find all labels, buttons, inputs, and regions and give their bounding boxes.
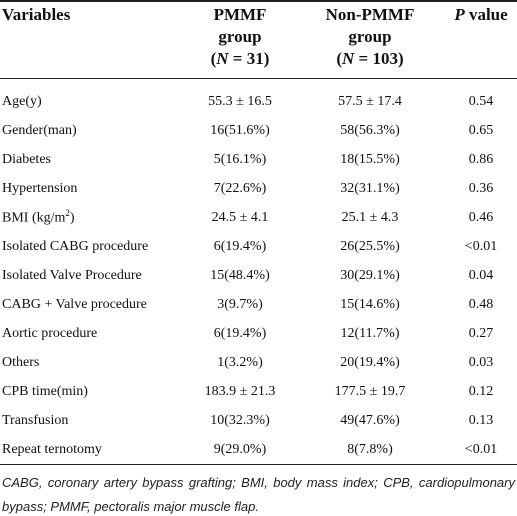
text-segment: N — [342, 49, 355, 68]
column-header: PMMF group (N = 31) — [185, 1, 295, 79]
column-header: Non-PMMF group (N = 103) — [295, 1, 445, 79]
table-cell: CPB time(min) — [2, 383, 88, 399]
header-line: PMMF — [185, 4, 295, 26]
table-cell: 1(3.2%) — [217, 354, 263, 370]
table-body: Age(y) 55.3 ± 16.5 57.5 ± 17.4 0.54 Gender(m… — [0, 79, 517, 465]
table-cell: 0.54 — [468, 93, 494, 109]
table-cell: 55.3 ± 16.5 — [208, 93, 272, 109]
text-segment: 2 — [65, 208, 70, 219]
table-row: Age(y) 55.3 ± 16.5 57.5 ± 17.4 0.54 — [0, 79, 517, 117]
header-line: (N = 31) — [185, 48, 295, 70]
table-cell: 32(31.1%) — [340, 180, 400, 196]
table-cell: Repeat ternotomy — [2, 441, 102, 457]
table-cell: 16(51.6%) — [210, 122, 270, 138]
data-table: Variables PMMF group (N = 31) Non-PMMF group(… — [0, 0, 517, 465]
header-row: Variables PMMF group (N = 31) Non-PMMF group(… — [0, 1, 517, 79]
table-cell: Aortic procedure — [2, 325, 98, 341]
header-line: P value — [445, 4, 517, 26]
table-row: Aortic procedure 6(19.4%) 12(11.7%) 0.27 — [0, 319, 517, 348]
header-line: Non-PMMF — [295, 4, 445, 26]
text-segment: ( — [210, 49, 217, 68]
table-cell: 0.48 — [468, 296, 494, 312]
text-segment: BMI (kg/m — [2, 210, 66, 226]
table-row: BMI (kg/m2) 24.5 ± 4.1 25.1 ± 4.3 0.46 — [0, 203, 517, 232]
text-segment: group — [348, 27, 392, 46]
text-segment: value — [464, 5, 508, 24]
text-segment: ) — [69, 210, 75, 226]
table-cell: 6(19.4%) — [213, 238, 267, 254]
text-segment: N — [216, 49, 229, 68]
table-cell: 0.12 — [468, 383, 494, 399]
table-cell: 26(25.5%) — [340, 238, 400, 254]
table-row: Repeat ternotomy 9(29.0%) 8(7.8%) <0.01 — [0, 435, 517, 465]
header-line: group — [185, 26, 295, 48]
table-row: CABG + Valve procedure 3(9.7%) 15(14.6%) 0.… — [0, 290, 517, 319]
table-cell: 177.5 ± 19.7 — [334, 383, 406, 399]
table-cell: Age(y) — [2, 93, 42, 109]
header-line: Variables — [2, 4, 185, 26]
table-row: Gender(man) 16(51.6%) 58(56.3%) 0.65 — [0, 116, 517, 145]
table-cell: 58(56.3%) — [340, 122, 400, 138]
table-row: Hypertension 7(22.6%) 32(31.1%) 0.36 — [0, 174, 517, 203]
table-cell: 10(32.3%) — [210, 412, 270, 428]
table-row: Others 1(3.2%) 20(19.4%) 0.03 — [0, 348, 517, 377]
table-cell: BMI (kg/m2) — [0, 203, 185, 232]
table-cell: Gender(man) — [2, 122, 77, 138]
column-header: P value — [445, 1, 517, 79]
text-segment: P — [454, 5, 465, 24]
table-cell: 30(29.1%) — [340, 267, 400, 283]
text-segment: ( — [336, 49, 343, 68]
table-cell: 0.65 — [468, 122, 494, 138]
table-cell: <0.01 — [464, 441, 498, 457]
table-cell: 0.27 — [468, 325, 494, 341]
table-cell: 8(7.8%) — [347, 441, 393, 457]
table-cell: 15(14.6%) — [340, 296, 400, 312]
footnote: CABG, coronary artery bypass grafting; B… — [2, 475, 515, 514]
text-segment: Non-PMMF — [325, 5, 415, 24]
table-cell: 0.03 — [468, 354, 494, 370]
table-cell: 49(47.6%) — [340, 412, 400, 428]
table-cell: Others — [2, 354, 40, 370]
table-cell: 18(15.5%) — [340, 151, 400, 167]
table-cell: 3(9.7%) — [217, 296, 263, 312]
table-cell: Isolated CABG procedure — [2, 238, 149, 254]
table-cell: <0.01 — [464, 238, 498, 254]
text-segment: = 103) — [354, 49, 404, 68]
table-cell: 25.1 ± 4.3 — [341, 209, 399, 225]
table-row: Isolated CABG procedure 6(19.4%) 26(25.5%)… — [0, 232, 517, 261]
table-cell: 9(29.0%) — [213, 441, 267, 457]
text-segment: group — [218, 27, 262, 46]
table-cell: 0.04 — [468, 267, 494, 283]
table-row: CPB time(min) 183.9 ± 21.3 177.5 ± 19.7 0.1… — [0, 377, 517, 406]
table-cell: CABG + Valve procedure — [2, 296, 147, 312]
header-line: group — [295, 26, 445, 48]
header-line: (N = 103) — [295, 48, 445, 70]
text-segment: PMMF — [213, 5, 267, 24]
table-cell: Transfusion — [2, 412, 69, 428]
table-cell: 183.9 ± 21.3 — [204, 383, 276, 399]
table-cell: 0.36 — [468, 180, 494, 196]
table-cell: 0.86 — [468, 151, 494, 167]
table-cell: 24.5 ± 4.1 — [211, 209, 269, 225]
table-row: Diabetes 5(16.1%) 18(15.5%) 0.86 — [0, 145, 517, 174]
table-row: Isolated Valve Procedure 15(48.4%) 30(29.1… — [0, 261, 517, 290]
table-cell: 57.5 ± 17.4 — [338, 93, 402, 109]
table-cell: 15(48.4%) — [210, 267, 270, 283]
column-header: Variables — [0, 1, 185, 79]
table-cell: 0.13 — [468, 412, 494, 428]
table-cell: Diabetes — [2, 151, 51, 167]
table-cell: 6(19.4%) — [213, 325, 267, 341]
table-cell: 5(16.1%) — [213, 151, 267, 167]
table-row: Transfusion 10(32.3%) 49(47.6%) 0.13 — [0, 406, 517, 435]
table-cell: Hypertension — [2, 180, 78, 196]
text-segment: = 31) — [228, 49, 270, 68]
table-cell: Isolated Valve Procedure — [2, 267, 142, 283]
table-cell: 7(22.6%) — [213, 180, 267, 196]
text-segment: Variables — [2, 5, 71, 24]
table-cell: 12(11.7%) — [340, 325, 400, 341]
table-cell: 0.46 — [468, 209, 494, 225]
table-cell: 20(19.4%) — [340, 354, 400, 370]
